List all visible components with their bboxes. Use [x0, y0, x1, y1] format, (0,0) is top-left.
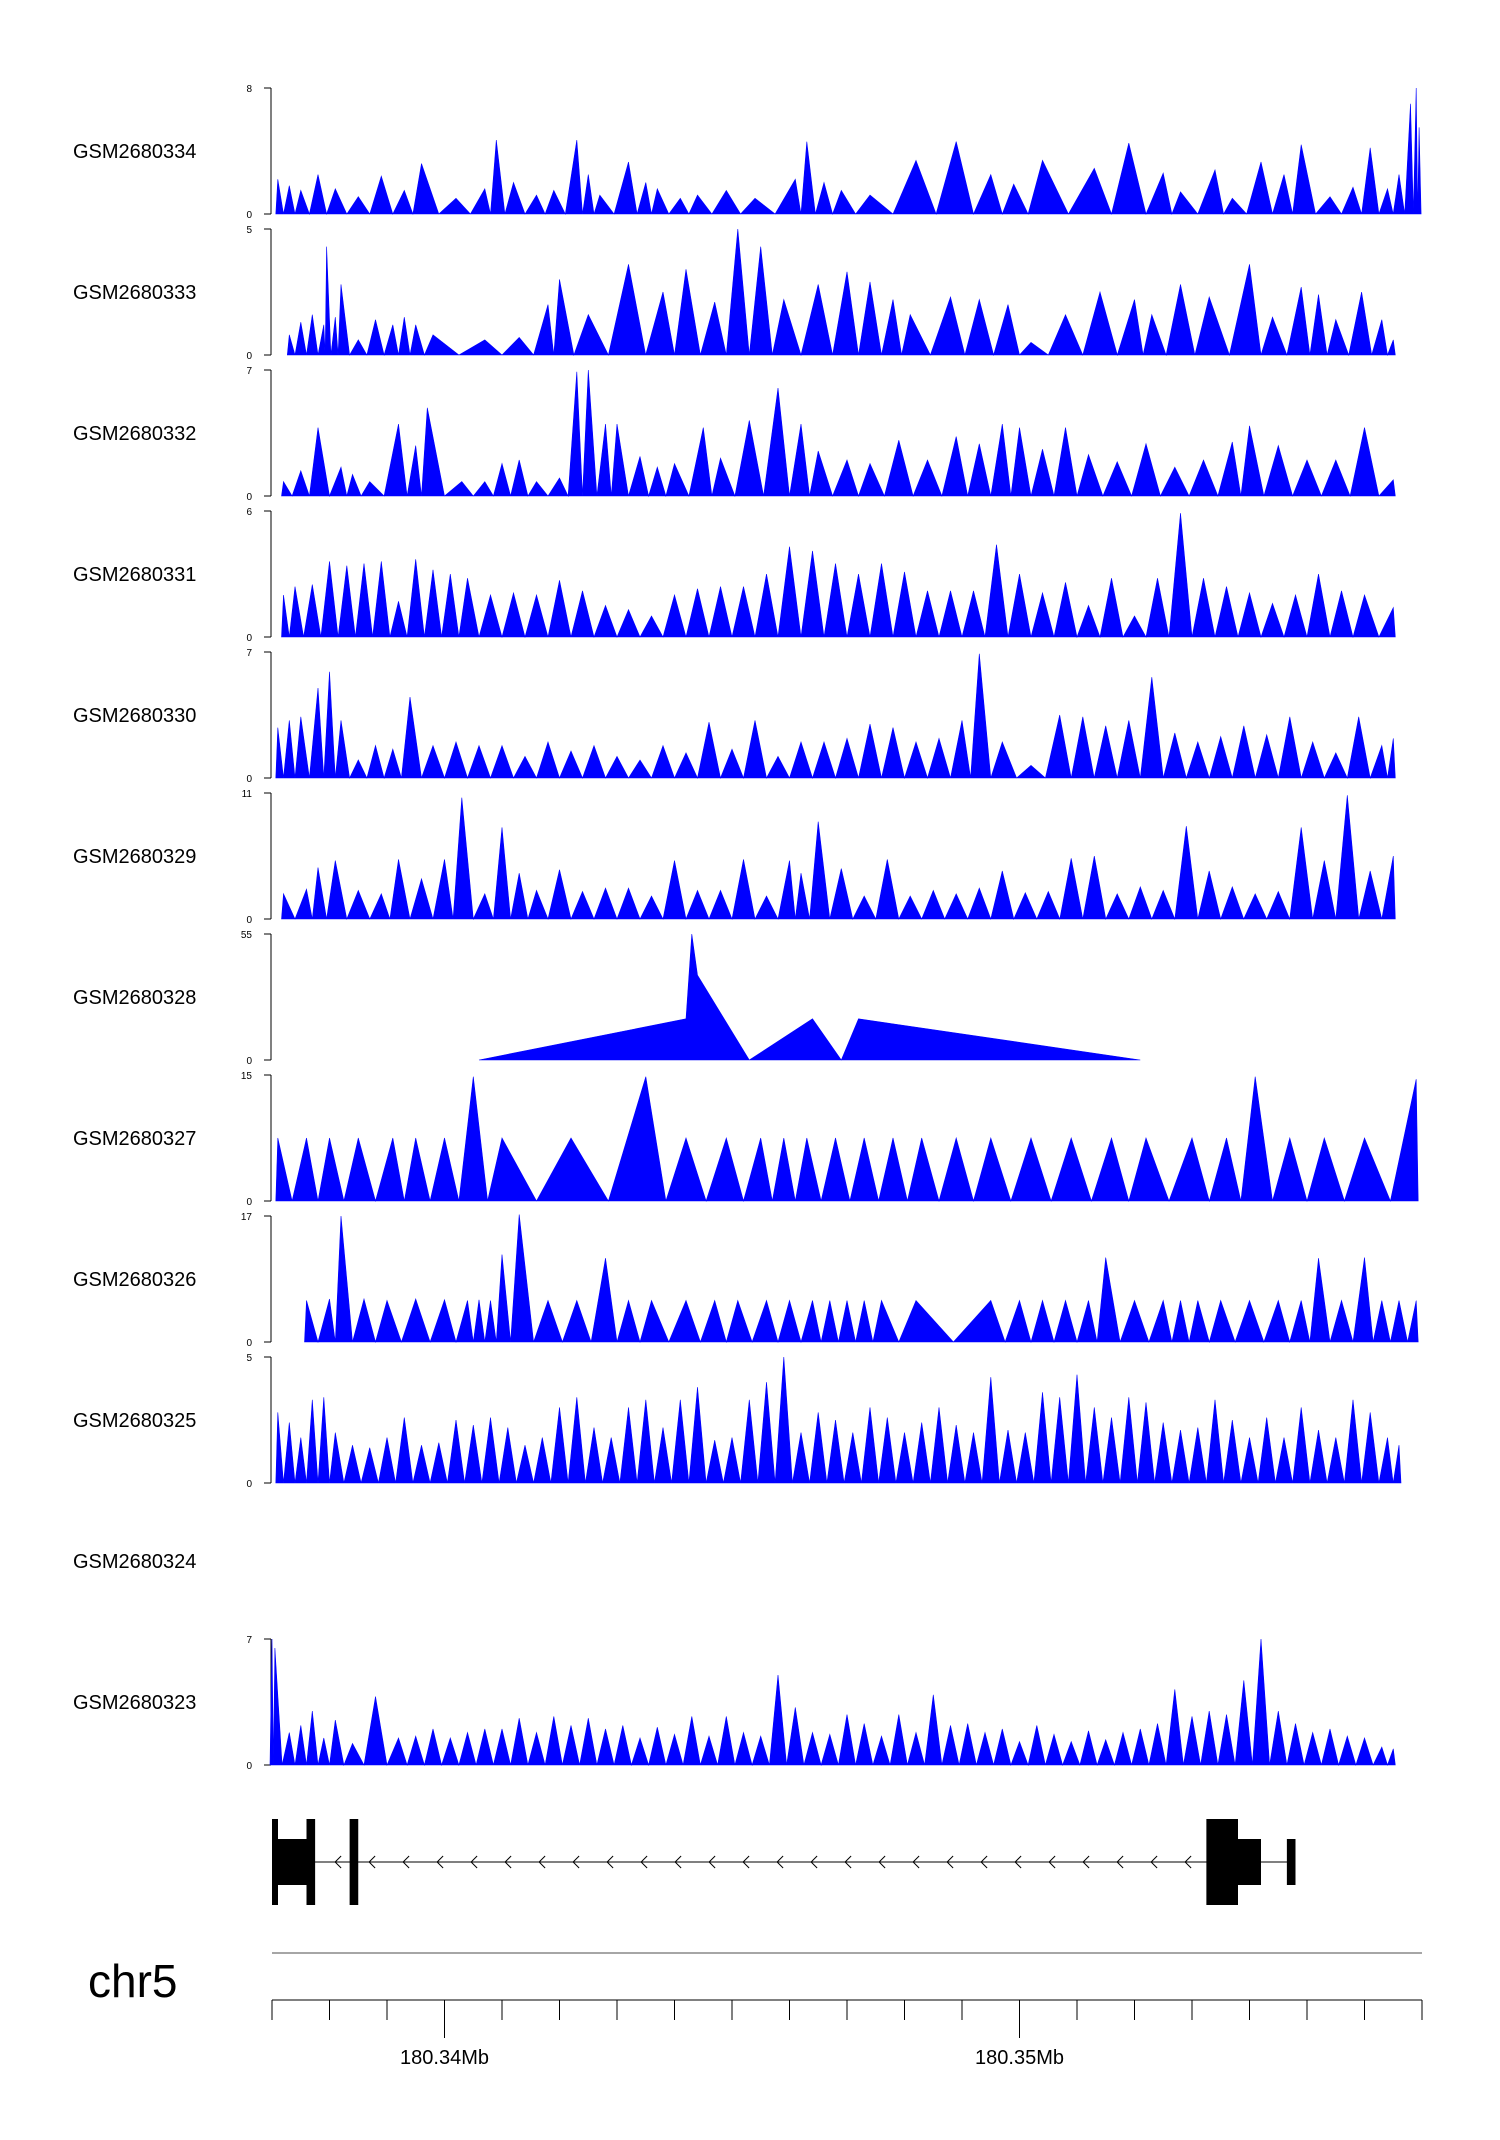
track-label: GSM2680329	[73, 846, 196, 868]
y-axis-max-label: 15	[241, 1071, 253, 1082]
coverage-area	[281, 369, 1396, 498]
strand-arrow	[504, 1855, 512, 1869]
y-axis-min-label: 0	[246, 1761, 252, 1772]
exon-block	[1238, 1839, 1261, 1885]
coverage-area	[304, 1214, 1419, 1344]
y-axis-min-label: 0	[246, 1056, 252, 1067]
track-label: GSM2680326	[73, 1269, 196, 1291]
strand-arrow	[368, 1855, 376, 1869]
y-axis-min-label: 0	[246, 633, 252, 644]
y-axis-max-label: 5	[246, 225, 252, 236]
coverage-area	[281, 513, 1396, 639]
strand-arrow	[470, 1855, 478, 1869]
track-label: GSM2680331	[73, 564, 196, 586]
genome-tick-label: 180.34Mb	[400, 2047, 489, 2069]
track-gsm2680323: GSM2680323 7 0	[73, 1635, 1396, 1772]
y-axis-min-label: 0	[246, 1338, 252, 1349]
strand-arrow	[1150, 1855, 1158, 1869]
y-axis-max-label: 55	[241, 930, 253, 941]
coverage-area	[275, 87, 1422, 216]
exon-block	[349, 1819, 359, 1905]
y-axis-max-label: 17	[241, 1212, 253, 1223]
strand-arrow	[878, 1855, 886, 1869]
track-label: GSM2680324	[73, 1551, 196, 1573]
track-gsm2680324: GSM2680324	[73, 1551, 196, 1573]
strand-arrow	[538, 1855, 546, 1869]
strand-arrow	[674, 1855, 682, 1869]
y-axis-max-label: 6	[246, 507, 252, 518]
track-label: GSM2680334	[73, 141, 196, 163]
chromosome-label: chr5	[88, 1955, 177, 2007]
strand-arrow	[708, 1855, 716, 1869]
y-axis-max-label: 7	[246, 366, 252, 377]
strand-arrow	[776, 1855, 784, 1869]
strand-arrow	[844, 1855, 852, 1869]
y-axis-max-label: 7	[246, 1635, 252, 1646]
track-gsm2680331: GSM2680331 6 0	[73, 507, 1396, 644]
y-axis-max-label: 7	[246, 648, 252, 659]
track-gsm2680326: GSM2680326 17 0	[73, 1212, 1419, 1349]
y-axis-min-label: 0	[246, 351, 252, 362]
strand-arrow	[1048, 1855, 1056, 1869]
y-axis-max-label: 5	[246, 1353, 252, 1364]
strand-arrow	[572, 1855, 580, 1869]
y-axis-min-label: 0	[246, 915, 252, 926]
strand-arrow	[436, 1855, 444, 1869]
exon-block	[1286, 1839, 1296, 1885]
track-label: GSM2680328	[73, 987, 196, 1009]
strand-arrow	[334, 1855, 342, 1869]
genome-axis-track: chr5 180.34Mb 180.35Mb	[88, 1952, 1423, 2069]
strand-arrow	[1014, 1855, 1022, 1869]
coverage-area	[478, 933, 1141, 1061]
coverage-area	[286, 228, 1396, 357]
strand-arrow	[810, 1855, 818, 1869]
gene-model-track	[272, 1819, 1296, 1905]
strand-arrow	[1184, 1855, 1192, 1869]
y-axis-min-label: 0	[246, 492, 252, 503]
exon-block	[274, 1839, 307, 1885]
track-label: GSM2680333	[73, 282, 196, 304]
coverage-area	[275, 1076, 1419, 1203]
y-axis-min-label: 0	[246, 1197, 252, 1208]
coverage-area	[275, 653, 1396, 780]
y-axis-min-label: 0	[246, 1479, 252, 1490]
track-label: GSM2680332	[73, 423, 196, 445]
y-axis-min-label: 0	[246, 774, 252, 785]
track-gsm2680325: GSM2680325 5 0	[73, 1353, 1402, 1490]
strand-arrow	[980, 1855, 988, 1869]
track-gsm2680334: GSM2680334 8 0	[73, 84, 1422, 221]
strand-arrow	[1082, 1855, 1090, 1869]
track-gsm2680329: GSM2680329 11 0	[73, 789, 1396, 926]
strand-arrow	[1116, 1855, 1124, 1869]
track-gsm2680330: GSM2680330 7 0	[73, 648, 1396, 785]
track-gsm2680327: GSM2680327 15 0	[73, 1071, 1419, 1208]
y-axis-max-label: 11	[242, 789, 253, 800]
track-gsm2680332: GSM2680332 7 0	[73, 366, 1396, 503]
track-label: GSM2680325	[73, 1410, 196, 1432]
strand-arrow	[402, 1855, 410, 1869]
strand-arrow	[946, 1855, 954, 1869]
tracks-layer: GSM268033480GSM268033350GSM268033270GSM2…	[73, 84, 1422, 1772]
track-label: GSM2680327	[73, 1128, 196, 1150]
track-gsm2680333: GSM2680333 5 0	[73, 225, 1396, 362]
strand-arrow	[640, 1855, 648, 1869]
genome-tick-label: 180.35Mb	[975, 2047, 1064, 2069]
exon-block	[306, 1819, 316, 1905]
track-gsm2680328: GSM2680328 55 0	[73, 930, 1141, 1067]
strand-arrow	[912, 1855, 920, 1869]
coverage-area	[275, 1356, 1402, 1484]
exon-block	[1206, 1819, 1238, 1905]
y-axis-min-label: 0	[246, 210, 252, 221]
coverage-area	[281, 795, 1396, 921]
strand-arrow	[742, 1855, 750, 1869]
track-label: GSM2680330	[73, 705, 196, 727]
coverage-area	[269, 1638, 1396, 1767]
track-label: GSM2680323	[73, 1692, 196, 1714]
y-axis-max-label: 8	[246, 84, 252, 95]
strand-arrow	[606, 1855, 614, 1869]
